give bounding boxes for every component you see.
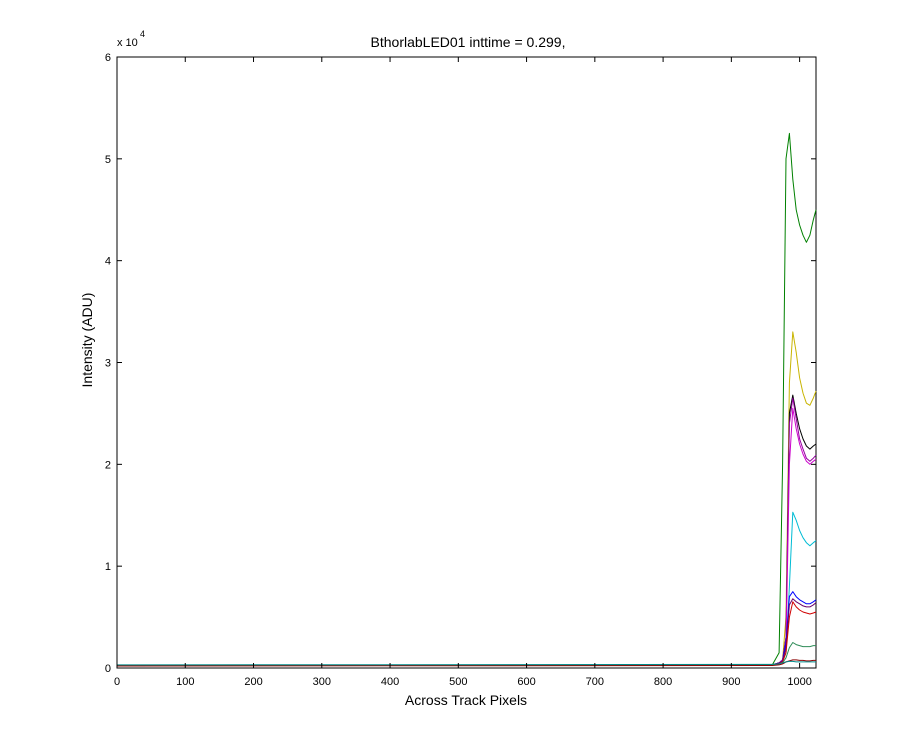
- y-tick-label-4: 4: [105, 256, 111, 268]
- x-tick-label-10: 1000: [787, 676, 811, 688]
- y-tick-label-0: 0: [105, 663, 111, 675]
- series-line-8: [116, 598, 817, 666]
- y-multiplier: x 10 4: [117, 29, 145, 49]
- x-tick-label-3: 300: [313, 676, 331, 688]
- series-line-11: [116, 659, 816, 667]
- y-tick-label-5: 5: [105, 154, 111, 166]
- x-tick-label-4: 400: [381, 676, 399, 688]
- x-tick-label-6: 600: [517, 676, 535, 688]
- y-multiplier-exponent: 4: [140, 29, 145, 39]
- series-layer: [116, 132, 817, 667]
- series-line-1: [116, 132, 817, 666]
- x-tick-label-1: 100: [176, 676, 194, 688]
- y-multiplier-label: x 10: [117, 37, 138, 49]
- x-tick-label-2: 200: [244, 676, 262, 688]
- y-tick-label-6: 6: [105, 52, 111, 64]
- plot-area: 0 100 200 300 400 500 600 700 800 900 1000 0 1 2 3 4 5 6: [105, 52, 817, 688]
- x-tick-label-0: 0: [114, 676, 120, 688]
- x-tick-label-9: 900: [722, 676, 740, 688]
- tick-layer: 0 100 200 300 400 500 600 700 800 900 1000 0 1 2 3 4 5 6: [105, 52, 816, 688]
- series-line-12: [116, 660, 816, 666]
- y-tick-label-2: 2: [105, 459, 111, 471]
- y-tick-label-3: 3: [105, 358, 111, 370]
- y-tick-label-1: 1: [105, 561, 111, 573]
- y-axis-label: Intensity (ADU): [79, 293, 95, 388]
- x-tick-label-5: 500: [449, 676, 467, 688]
- x-tick-label-7: 700: [586, 676, 604, 688]
- x-axis-label: Across Track Pixels: [405, 692, 527, 708]
- axes-box: [116, 56, 817, 669]
- chart-title: BthorlabLED01 inttime = 0.299,: [371, 34, 566, 50]
- x-tick-label-8: 800: [654, 676, 672, 688]
